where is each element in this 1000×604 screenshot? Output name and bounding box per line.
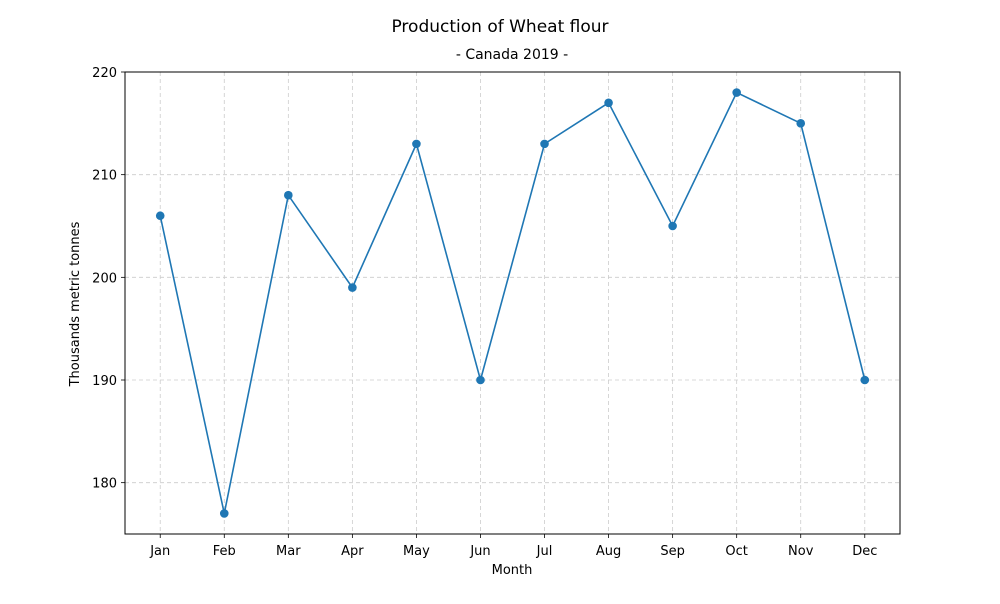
x-tick-label: Jan: [149, 544, 170, 559]
y-tick-label: 200: [92, 271, 117, 286]
x-tick-label: Jul: [536, 544, 553, 559]
data-point: [540, 139, 549, 149]
data-point: [155, 211, 165, 221]
x-tick-label: Dec: [852, 544, 877, 559]
data-point: [284, 190, 293, 200]
data-point: [860, 375, 870, 385]
x-axis-label: Month: [492, 563, 533, 578]
series: [155, 88, 870, 518]
y-tick-label: 210: [92, 169, 117, 184]
data-point: [604, 98, 613, 108]
x-tick-label: Oct: [725, 544, 747, 559]
axes: Jan Feb Mar Apr May Jun Jul Aug Sep Oct Nov Dec 180 1…: [92, 66, 901, 559]
x-tick-label: Apr: [341, 544, 364, 559]
x-tick-label: Nov: [788, 544, 814, 559]
y-tick-label: 220: [92, 66, 117, 81]
x-tick-label: Sep: [660, 544, 685, 559]
data-point: [412, 139, 421, 149]
x-tick-label: Mar: [276, 544, 301, 559]
data-point: [668, 221, 677, 231]
data-point: [476, 375, 485, 385]
data-point: [732, 88, 741, 97]
x-tick-label: Aug: [596, 544, 621, 559]
data-point: [219, 509, 229, 518]
data-point: [348, 283, 357, 292]
y-tick-label: 190: [92, 374, 117, 389]
x-tick-label: May: [403, 544, 430, 559]
grid: [125, 71, 900, 534]
x-tick-label: Feb: [213, 544, 236, 559]
x-tick-label: Jun: [469, 544, 490, 559]
chart-title: Production of Wheat flour: [391, 17, 608, 37]
y-tick-label: 180: [92, 477, 117, 492]
plot-frame: [124, 71, 901, 535]
y-axis-label: Thousands metric tonnes: [68, 221, 83, 387]
chart-subtitle: - Canada 2019 -: [456, 47, 568, 63]
series-line: [159, 91, 866, 514]
data-point: [796, 119, 806, 128]
